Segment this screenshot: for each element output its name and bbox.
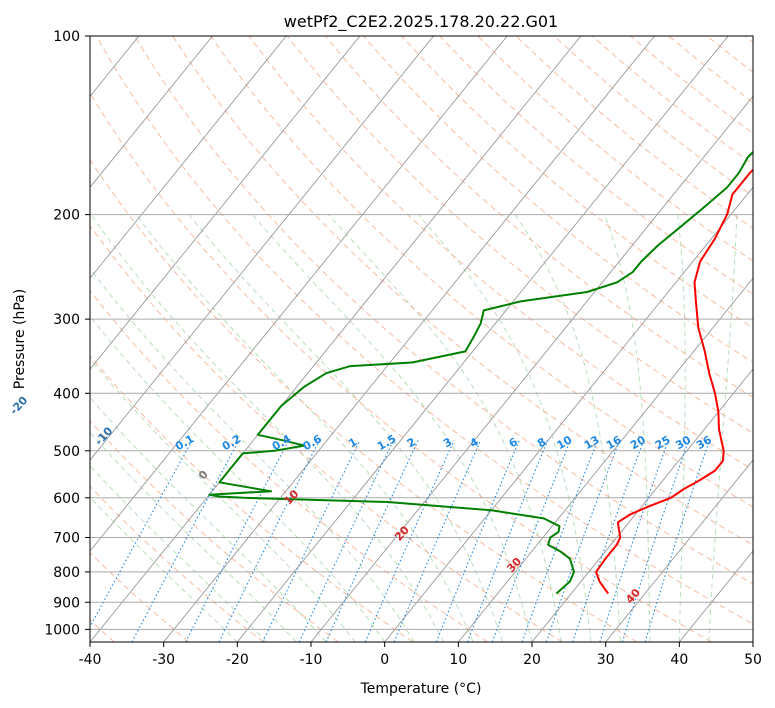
moist-adiabat-line [514,214,621,642]
x-axis: -40 -30 -20 -10 0 10 20 30 40 50 [79,642,762,668]
mixing-ratio-line [521,440,599,642]
x-tick-label: -20 [226,652,249,668]
y-tick-label: 500 [53,444,80,460]
moist-adiabat-line [90,315,386,642]
moist-adiabat-line [417,214,592,642]
y-tick-label: 900 [53,595,80,611]
mixing-ratio-line [325,440,419,642]
mixing-ratio-lines [90,440,710,642]
y-tick-label: 200 [53,208,80,224]
isotherm-line [605,459,753,642]
isotherm-line [236,36,729,642]
x-tick-label: -10 [300,652,323,668]
dry-adiabat-line [248,36,753,471]
moist-adiabat-line [90,358,356,642]
moist-adiabat-line [90,496,238,642]
moist-adiabat-line [90,214,445,642]
isotherm-line [90,36,287,279]
moist-adiabat-line [188,214,503,642]
isotherm-line [457,277,753,642]
dry-adiabat-line [90,158,638,642]
moist-adiabat-line [708,214,738,642]
mixing-ratio-line [572,440,645,642]
moist-adiabats [90,214,738,642]
mixing-ratio-line [90,440,193,628]
profile-series [208,150,753,595]
chart-title: wetPf2_C2E2.2025.178.20.22.G01 [284,12,558,32]
mixing-ratio-line [644,440,710,642]
mixing-ratio-line [364,440,455,642]
dry-adiabat-line [90,224,563,642]
mixing-ratio-line [545,440,621,642]
isotherm-line [90,36,434,461]
dry-adiabat-line [401,36,753,329]
isotherm-line [384,186,753,642]
isotherm-line [90,36,582,642]
isotherm-line [163,36,655,642]
x-tick-label: 30 [597,652,615,668]
mixing-ratio-line [218,440,320,642]
y-tick-label: 800 [53,565,80,581]
isotherm-line [90,36,361,370]
y-tick-label: 600 [53,491,80,507]
x-tick-label: 40 [670,652,688,668]
y-tick-label: 100 [53,29,80,45]
moist-adiabat-line [604,214,651,642]
dry-adiabat-line [90,290,488,642]
x-tick-label: 20 [523,652,541,668]
x-axis-title: Temperature (°C) [360,681,482,697]
x-tick-label: 50 [744,652,762,668]
moist-adiabat-line [90,465,268,642]
temperature-line [595,168,753,595]
y-tick-label: 1000 [44,622,80,638]
x-tick-label: 10 [449,652,467,668]
mixing-ratio-line [131,440,240,642]
isotherms [90,36,753,642]
x-tick-label: -30 [152,652,175,668]
isotherm-line [90,36,213,188]
moist-adiabat-line [252,214,533,642]
isotherm-line [531,368,753,642]
plot-area [90,36,753,642]
dry-adiabat-line [439,36,753,295]
isotherm-line [310,95,753,642]
y-axis: 100 200 300 400 500 600 700 800 900 1000 [44,29,90,638]
dry-adiabat-line [90,551,190,642]
moist-adiabat-line [677,214,686,642]
moist-adiabat-line [135,214,474,642]
moist-adiabat-line [328,214,562,642]
x-tick-label: -40 [79,652,102,668]
isotherm-line [90,36,508,552]
dry-adiabat-line [134,36,753,585]
y-tick-label: 400 [53,386,80,402]
mixing-ratio-line [393,440,482,642]
dry-adiabat-line [90,91,712,642]
isobars [90,36,753,630]
x-tick-label: 0 [380,652,389,668]
dewpoint-line [208,150,753,595]
moist-adiabat-line [90,432,297,642]
mixing-ratio-line [262,440,361,642]
y-tick-label: 300 [53,312,80,328]
y-tick-label: 700 [53,531,80,547]
dry-adiabat-line [90,420,339,642]
y-axis-title: Pressure (hPa) [12,289,28,389]
dry-adiabat-line [95,36,753,625]
dry-adiabat-line [210,36,753,508]
plot-frame [89,35,754,643]
